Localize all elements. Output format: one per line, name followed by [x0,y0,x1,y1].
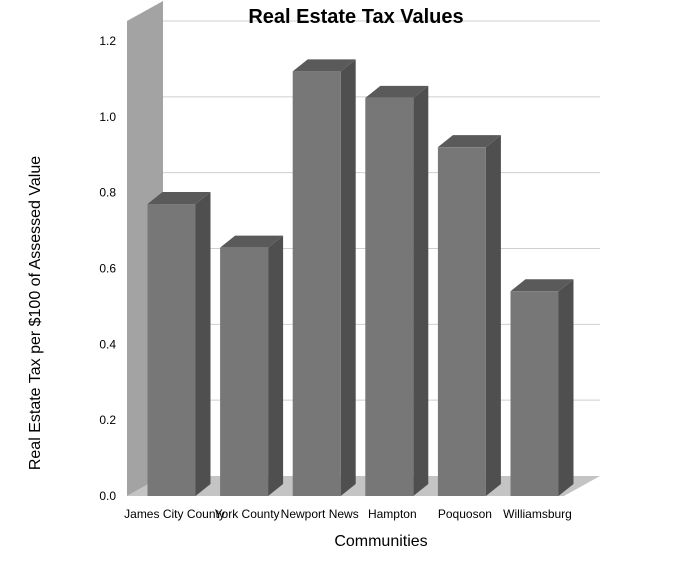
y-tick-label: 0.6 [99,262,116,276]
bar-top [220,235,284,248]
bar [220,235,284,497]
bar-front [220,247,269,496]
bar [365,85,429,496]
bar [147,192,211,496]
y-tick-label: 0.0 [99,489,116,503]
y-tick-label: 0.2 [99,413,116,427]
y-tick-label: 1.0 [99,110,116,124]
bar-side [413,85,429,496]
y-tick-label: 0.8 [99,186,116,200]
x-tick-label: Newport News [281,507,359,521]
bar-top [292,59,356,72]
x-tick-label: Poquoson [438,507,492,521]
x-tick-label: York County [215,507,280,521]
bar-side [268,235,284,497]
bar-front [292,71,341,496]
bar [437,135,501,496]
y-tick-label: 1.2 [99,34,116,48]
bar-top [510,279,574,292]
bar-side [340,59,356,496]
chart-title: Real Estate Tax Values [248,6,463,28]
bar [510,279,574,496]
x-axis-label: Communities [334,533,427,550]
x-tick-label: James City County [124,507,225,521]
x-tick-label: Williamsburg [503,507,572,521]
y-axis-label: Real Estate Tax per $100 of Assessed Val… [27,156,44,470]
bar-top [147,192,211,205]
bar-front [437,147,486,496]
bar [292,59,356,496]
bar-side [558,279,574,496]
bar-side [485,135,501,496]
bar-top [437,135,501,148]
x-tick-label: Hampton [368,507,417,521]
bar-front [147,204,196,496]
bar-front [510,291,559,496]
bar-side [195,192,211,496]
bars [147,59,574,497]
bar-top [365,85,429,98]
bar-front [365,97,414,496]
y-tick-label: 0.4 [99,337,116,351]
y-tick-labels: 0.0 0.2 0.4 0.6 0.8 1.0 1.2 [99,34,116,503]
